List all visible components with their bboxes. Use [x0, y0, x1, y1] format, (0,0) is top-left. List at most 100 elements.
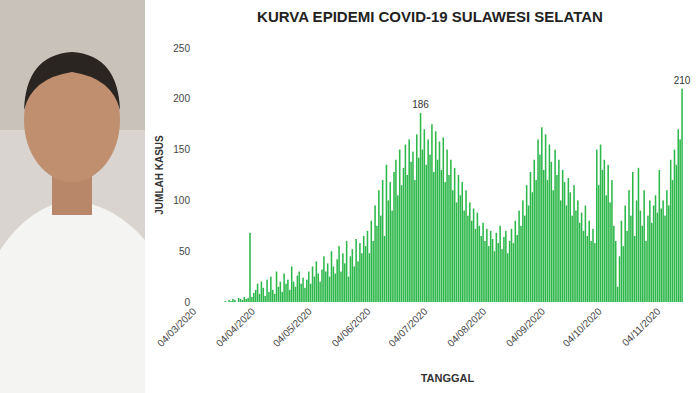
bar: [382, 180, 384, 302]
bar: [511, 229, 513, 302]
bar: [530, 172, 532, 302]
bar: [539, 155, 541, 302]
bar: [507, 253, 509, 302]
bar: [653, 205, 655, 302]
bar: [549, 145, 551, 302]
bar: [666, 190, 668, 302]
bar: [289, 290, 291, 302]
bar: [327, 263, 329, 302]
bar: [649, 200, 651, 302]
bar: [528, 205, 530, 302]
bar: [276, 272, 278, 302]
bar: [408, 139, 410, 302]
bar: [253, 293, 255, 302]
bar: [196, 302, 198, 303]
bar: [287, 280, 289, 302]
photo-shirt: [0, 200, 145, 393]
bar: [298, 272, 300, 302]
bar: [427, 139, 429, 302]
bar: [391, 211, 393, 302]
bar: [676, 165, 678, 302]
y-tick-label: 250: [173, 43, 190, 54]
bar: [336, 259, 338, 302]
bar: [662, 200, 664, 302]
bar: [454, 168, 456, 302]
y-tick-label: 100: [173, 195, 190, 206]
bar: [463, 211, 465, 302]
bar: [348, 277, 350, 302]
bar: [399, 150, 401, 302]
bar: [471, 221, 473, 302]
bar: [355, 239, 357, 302]
bar: [329, 277, 331, 302]
bar: [361, 253, 363, 302]
bar: [403, 168, 405, 302]
bar: [475, 229, 477, 302]
bar: [645, 241, 647, 302]
bar: [335, 274, 337, 302]
bar: [679, 139, 681, 302]
bar: [456, 202, 458, 302]
bar: [594, 243, 596, 302]
bar: [245, 299, 247, 302]
bar: [585, 205, 587, 302]
bar: [372, 241, 374, 302]
bar: [340, 272, 342, 302]
bar: [545, 134, 547, 302]
bar: [566, 205, 568, 302]
bar: [516, 235, 518, 302]
bar: [316, 261, 318, 302]
bar: [230, 301, 232, 302]
bar: [308, 272, 310, 302]
photo: [0, 0, 145, 393]
bar: [573, 185, 575, 302]
bar: [681, 89, 683, 302]
bar: [590, 241, 592, 302]
y-tick-label: 200: [173, 93, 190, 104]
bar: [492, 239, 494, 302]
bar: [321, 269, 323, 302]
bar: [414, 180, 416, 302]
bar: [304, 288, 306, 302]
bar: [668, 205, 670, 302]
bar: [338, 246, 340, 302]
bar: [331, 251, 333, 302]
title: KURVA EPIDEMI COVID-19 SULAWESI SELATAN: [257, 8, 603, 25]
bar: [670, 160, 672, 302]
bar: [378, 190, 380, 302]
bar: [441, 170, 443, 302]
y-axis-label: JUMLAH KASUS: [154, 135, 165, 215]
bar: [621, 221, 623, 302]
page: KURVA EPIDEMI COVID-19 SULAWESI SELATAN 0…: [0, 0, 700, 393]
bar: [494, 251, 496, 302]
bar: [297, 276, 299, 302]
bar: [202, 302, 204, 303]
bar: [660, 209, 662, 302]
bar: [437, 160, 439, 302]
bar: [532, 192, 534, 302]
bar: [607, 165, 609, 302]
bar: [353, 266, 355, 302]
bar: [562, 170, 564, 302]
bar: [543, 170, 545, 302]
bar: [389, 182, 391, 302]
bar: [672, 180, 674, 302]
bar: [266, 280, 268, 302]
bar: [312, 266, 314, 302]
bar: [225, 301, 227, 302]
bar: [569, 192, 571, 302]
bar: [418, 158, 420, 302]
x-tick-label: 04/03/2020: [155, 305, 198, 348]
bar: [247, 298, 249, 302]
bar: [551, 162, 553, 302]
bar: [522, 200, 524, 302]
bar: [452, 190, 454, 302]
bar: [376, 226, 378, 302]
bar: [410, 162, 412, 302]
bar: [435, 131, 437, 302]
bar: [302, 278, 304, 302]
bar: [422, 150, 424, 302]
bar: [272, 290, 274, 302]
bar: [497, 243, 499, 302]
bar: [405, 145, 407, 302]
